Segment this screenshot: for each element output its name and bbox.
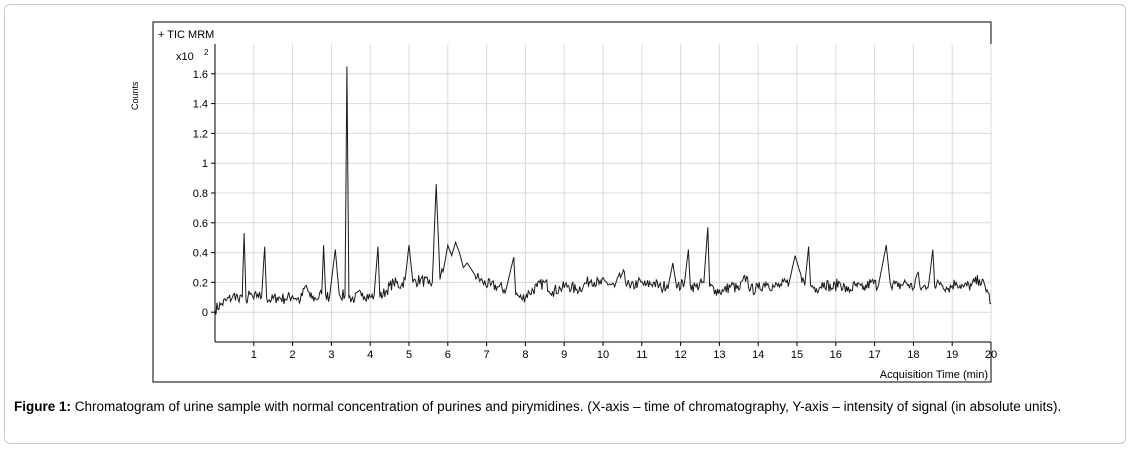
x-tick-label: 16 bbox=[830, 349, 842, 361]
x-tick-label: 17 bbox=[868, 349, 880, 361]
ticks: 1 2 3 4 5 6 7 8 9 10 11 12 13 14 15 16 17 18 19 2000.20.40.… bbox=[193, 69, 997, 361]
x-tick-label: 4 bbox=[367, 349, 373, 361]
x-tick-label: 6 bbox=[445, 349, 451, 361]
x-tick-label: 1 bbox=[251, 349, 257, 361]
x-tick-label: 13 bbox=[713, 349, 725, 361]
x-tick-label: 7 bbox=[484, 349, 490, 361]
y-tick-label: 1.4 bbox=[193, 99, 208, 111]
y-tick-label: 0.6 bbox=[193, 218, 208, 230]
y-tick-label: 1 bbox=[202, 158, 208, 170]
x-tick-label: 12 bbox=[674, 349, 686, 361]
figure-caption: Figure 1: Chromatogram of urine sample w… bbox=[14, 398, 1114, 415]
y-exponent-label: 2 bbox=[204, 48, 209, 57]
x-tick-label: 19 bbox=[946, 349, 958, 361]
chromatogram-chart: 1 2 3 4 5 6 7 8 9 10 11 12 13 14 15 16 17 18 19 2000.20.40.… bbox=[130, 21, 997, 383]
caption-text: Chromatogram of urine sample with normal… bbox=[71, 399, 1062, 414]
y-axis-label: Counts bbox=[130, 81, 140, 110]
x-tick-label: 9 bbox=[561, 349, 567, 361]
x-tick-label: 2 bbox=[290, 349, 296, 361]
tic-trace-line bbox=[214, 66, 992, 315]
x-tick-label: 5 bbox=[406, 349, 412, 361]
x-tick-label: 15 bbox=[791, 349, 803, 361]
chart-title: + TIC MRM bbox=[158, 29, 214, 41]
y-tick-label: 0.4 bbox=[193, 248, 208, 260]
y-tick-label: 1.6 bbox=[193, 69, 208, 81]
y-multiplier-label: x10 bbox=[176, 51, 194, 63]
x-tick-label: 20 bbox=[985, 349, 997, 361]
y-tick-label: 1.2 bbox=[193, 128, 208, 140]
y-tick-label: 0.8 bbox=[193, 188, 208, 200]
x-tick-label: 18 bbox=[907, 349, 919, 361]
caption-label: Figure 1: bbox=[14, 399, 72, 414]
x-tick-label: 11 bbox=[636, 349, 647, 361]
y-tick-label: 0 bbox=[202, 307, 208, 319]
x-tick-label: 8 bbox=[522, 349, 528, 361]
grid bbox=[215, 44, 992, 342]
chart-outer-box bbox=[152, 21, 992, 383]
x-tick-label: 3 bbox=[328, 349, 334, 361]
x-axis-label: Acquisition Time (min) bbox=[880, 369, 988, 381]
y-tick-label: 0.2 bbox=[193, 277, 208, 289]
x-tick-label: 10 bbox=[597, 349, 609, 361]
x-tick-label: 14 bbox=[752, 349, 764, 361]
